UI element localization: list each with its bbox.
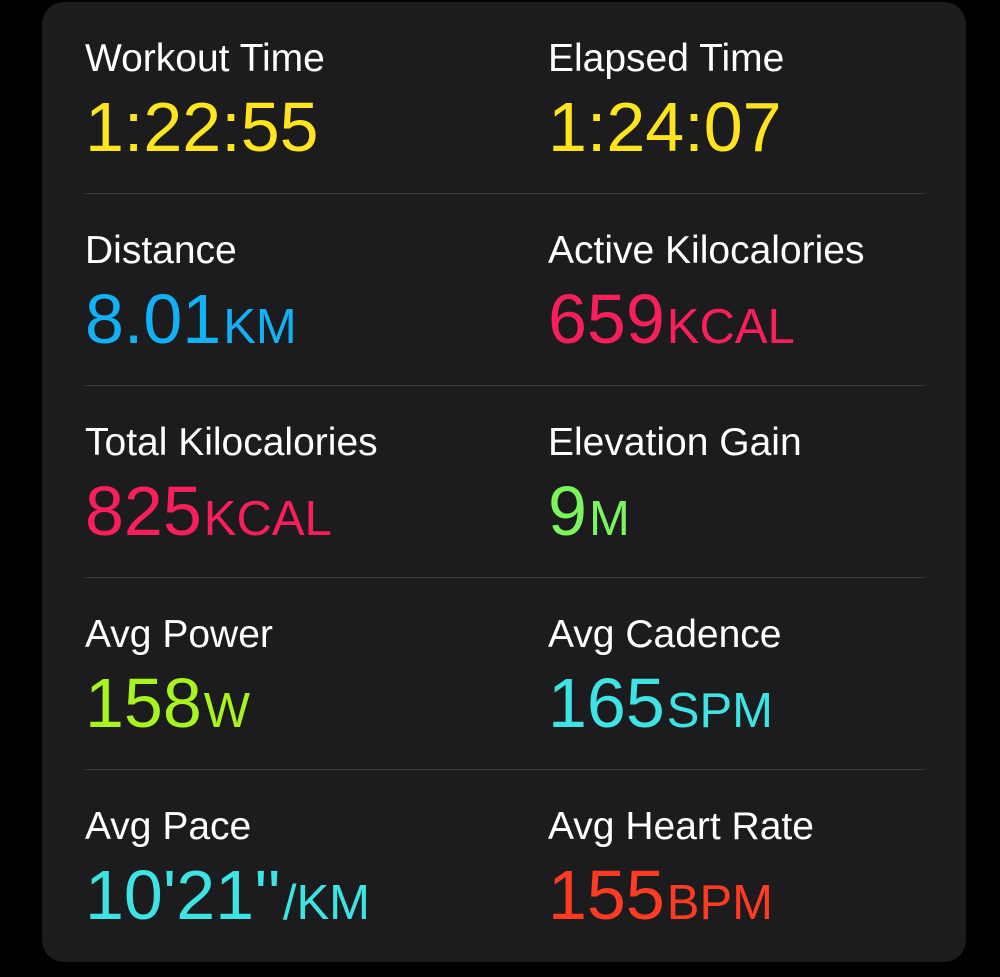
metric-value: 825KCAL <box>85 475 332 555</box>
metric-number: 158 <box>85 664 202 742</box>
metric-value: 165SPM <box>548 667 773 747</box>
metric-number: 825 <box>85 472 202 550</box>
metric-number: 165 <box>548 664 665 742</box>
metric-row: Avg Pace 10'21''/KM Avg Heart Rate 155BPM <box>42 770 966 962</box>
metric-row: Total Kilocalories 825KCAL Elevation Gain 9… <box>42 386 966 578</box>
avg-heart-rate-metric: Avg Heart Rate 155BPM <box>548 770 968 962</box>
metric-value: 659KCAL <box>548 283 795 363</box>
metric-number: 155 <box>548 856 665 934</box>
metric-unit: M <box>588 492 630 546</box>
metric-label: Elevation Gain <box>548 421 802 464</box>
metric-number: 1:24:07 <box>548 88 782 166</box>
metric-number: 8.01 <box>85 280 222 358</box>
metric-number: 9 <box>548 472 587 550</box>
row-divider <box>85 385 925 386</box>
metric-value: 10'21''/KM <box>85 859 370 939</box>
metric-label: Total Kilocalories <box>85 421 378 464</box>
metric-value: 8.01KM <box>85 283 297 363</box>
metric-row: Avg Power 158W Avg Cadence 165SPM <box>42 578 966 770</box>
metric-number: 1:22:55 <box>85 88 319 166</box>
avg-cadence-metric: Avg Cadence 165SPM <box>548 578 968 770</box>
metric-value: 155BPM <box>548 859 773 939</box>
metric-label: Distance <box>85 229 237 272</box>
metric-label: Elapsed Time <box>548 37 785 80</box>
metric-number: 10'21'' <box>85 856 281 934</box>
metric-unit: BPM <box>666 876 773 930</box>
active-kilocalories-metric: Active Kilocalories 659KCAL <box>548 194 968 386</box>
metric-value: 1:22:55 <box>85 91 321 171</box>
metric-label: Workout Time <box>85 37 325 80</box>
avg-power-metric: Avg Power 158W <box>85 578 505 770</box>
metric-number: 659 <box>548 280 665 358</box>
metric-unit: KCAL <box>666 300 795 354</box>
distance-metric: Distance 8.01KM <box>85 194 505 386</box>
metric-unit: W <box>203 684 251 738</box>
metric-label: Active Kilocalories <box>548 229 865 272</box>
metric-unit: SPM <box>666 684 773 738</box>
metric-label: Avg Pace <box>85 805 252 848</box>
elapsed-time-metric: Elapsed Time 1:24:07 <box>548 2 968 194</box>
metric-label: Avg Power <box>85 613 273 656</box>
workout-summary-card: Workout Time 1:22:55 Elapsed Time 1:24:07 Di… <box>42 2 966 962</box>
metric-unit: KM <box>223 300 297 354</box>
row-divider <box>85 769 925 770</box>
metric-label: Avg Cadence <box>548 613 782 656</box>
metric-value: 158W <box>85 667 250 747</box>
metric-value: 9M <box>548 475 630 555</box>
metric-unit: /KM <box>282 876 370 930</box>
workout-time-metric: Workout Time 1:22:55 <box>85 2 505 194</box>
elevation-gain-metric: Elevation Gain 9M <box>548 386 968 578</box>
row-divider <box>85 193 925 194</box>
total-kilocalories-metric: Total Kilocalories 825KCAL <box>85 386 505 578</box>
metric-unit: KCAL <box>203 492 332 546</box>
metric-row: Workout Time 1:22:55 Elapsed Time 1:24:07 <box>42 2 966 194</box>
row-divider <box>85 577 925 578</box>
metric-row: Distance 8.01KM Active Kilocalories 659KCAL <box>42 194 966 386</box>
metric-label: Avg Heart Rate <box>548 805 814 848</box>
avg-pace-metric: Avg Pace 10'21''/KM <box>85 770 505 962</box>
metric-value: 1:24:07 <box>548 91 784 171</box>
